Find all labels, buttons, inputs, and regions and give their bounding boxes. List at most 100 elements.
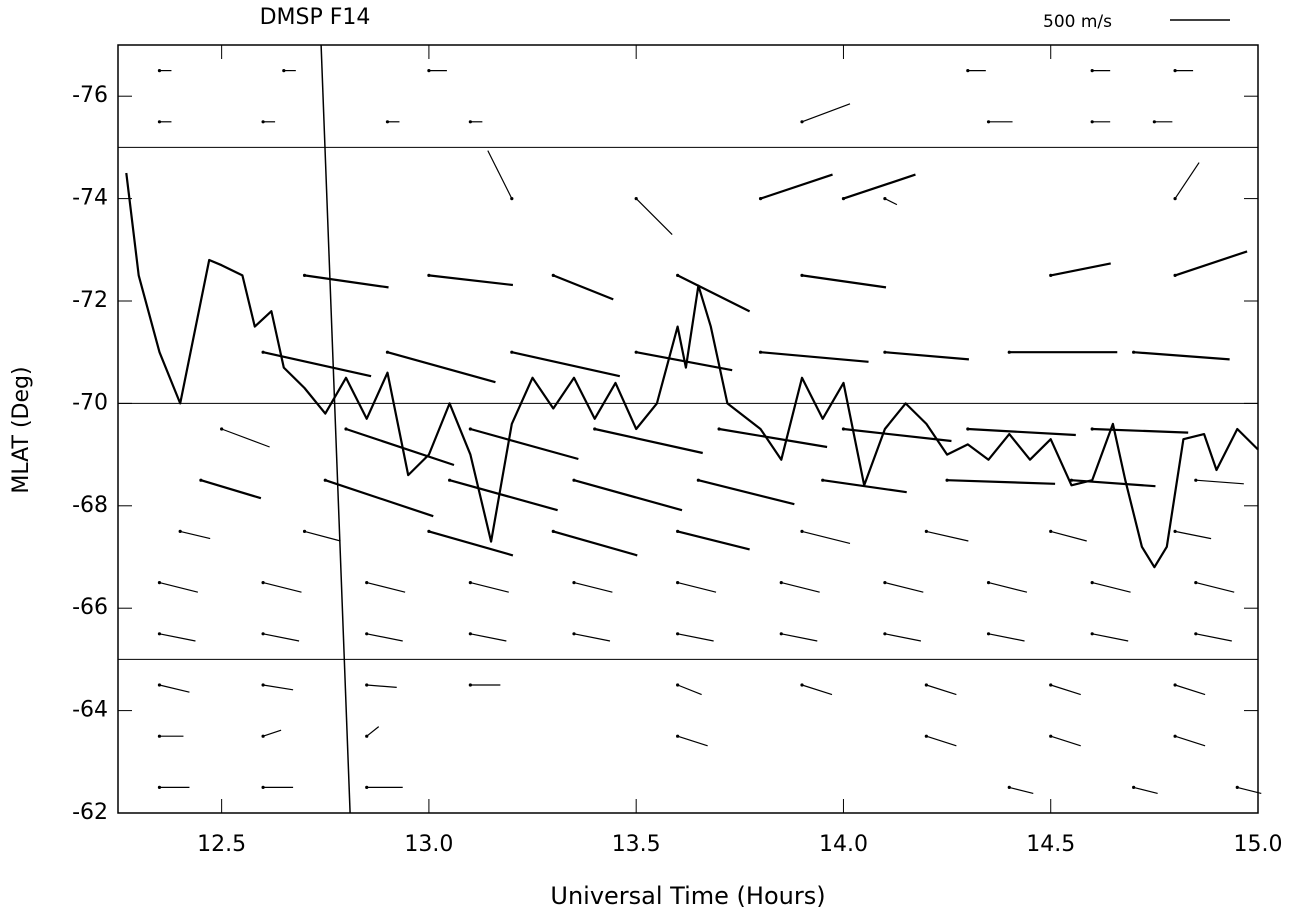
vector-origin (344, 427, 348, 431)
vector-origin (365, 734, 369, 738)
vector-origin (676, 632, 680, 636)
vector (1050, 530, 1087, 542)
vector-origin (593, 427, 597, 431)
vector-origin (1235, 785, 1239, 790)
vector-origin (883, 197, 887, 201)
vector (677, 582, 717, 593)
vector (428, 530, 514, 557)
vector-origin (551, 529, 555, 534)
vector (1195, 479, 1244, 485)
vector (926, 735, 957, 747)
vector (1133, 351, 1230, 361)
y-tick-label: -64 (72, 698, 108, 723)
vector (366, 726, 380, 737)
vector (947, 479, 1056, 485)
vector-origin (1090, 120, 1094, 124)
vector-origin (1173, 683, 1177, 687)
vector (1009, 786, 1034, 794)
vector-origin (1152, 120, 1156, 124)
vector (200, 479, 262, 500)
vector-origin (448, 478, 452, 482)
vector-origin (779, 581, 783, 585)
vector (262, 351, 372, 378)
vector-origin (1090, 581, 1094, 585)
vector-origin (220, 427, 224, 431)
vector-origin (178, 529, 182, 534)
vector (1174, 162, 1200, 199)
vector (449, 479, 558, 512)
vector-origin (883, 350, 887, 354)
vector-origin (1090, 632, 1094, 636)
vector-origin (468, 581, 472, 585)
vector-origin (986, 120, 991, 124)
vector-origin (924, 683, 928, 687)
vector (1174, 684, 1206, 696)
vector (801, 103, 851, 123)
vector-origin (986, 632, 991, 636)
vector (1174, 250, 1248, 277)
vector (262, 633, 300, 642)
vector (677, 530, 750, 551)
vector-origin (800, 120, 804, 124)
vector-origin (261, 581, 265, 585)
vector-origin (924, 529, 928, 534)
vector (304, 274, 389, 289)
vector-origin (261, 120, 265, 124)
vector (1050, 262, 1111, 277)
vector (345, 427, 455, 467)
vector-origin (365, 581, 369, 585)
vector (262, 582, 302, 593)
vector (988, 582, 1028, 593)
vector-origin (427, 273, 431, 277)
vector (1050, 735, 1081, 747)
vector (677, 633, 714, 642)
y-tick-label: -70 (72, 390, 108, 415)
vector-origin (945, 478, 949, 482)
vector-origin (261, 785, 265, 790)
vector (967, 427, 1076, 437)
vector-origin (1049, 529, 1053, 534)
vector (801, 530, 851, 544)
vector-origin (282, 69, 286, 73)
vector-origin (676, 683, 680, 687)
plot-frame (117, 44, 1259, 814)
vector-origin (385, 350, 390, 354)
vector-origin (966, 427, 970, 431)
vector-origin (157, 683, 162, 687)
y-axis-label: MLAT (Deg) (9, 366, 34, 493)
vector-origin (676, 273, 680, 277)
vector-origin (323, 478, 327, 482)
vector-origin (841, 427, 846, 431)
x-tick-label: 15.0 (1234, 832, 1283, 857)
vector (159, 633, 196, 642)
vector-origin (1194, 478, 1198, 482)
vector (635, 198, 673, 236)
vector (1092, 427, 1189, 434)
vector-origin (1132, 785, 1136, 790)
vector (573, 479, 683, 512)
vector (366, 582, 406, 593)
x-tick-label: 13.5 (612, 832, 661, 857)
vector-origin (551, 273, 555, 277)
vector (926, 530, 969, 542)
vector-origin (510, 197, 514, 201)
vector-origin (261, 632, 265, 636)
vector-origin (676, 734, 680, 738)
vector (159, 684, 190, 693)
vector (718, 427, 828, 449)
vector (1195, 633, 1232, 642)
vector-origin (302, 273, 307, 277)
vector-origin (1090, 69, 1094, 73)
vector-origin (427, 529, 431, 534)
vector-origin (157, 120, 162, 124)
vector (573, 582, 613, 593)
vector-origin (468, 120, 472, 124)
vector-origin (572, 581, 576, 585)
vector (470, 427, 579, 461)
vector (1050, 684, 1081, 696)
vector-origin (758, 350, 763, 354)
vector (884, 633, 922, 642)
vector-origin (261, 683, 265, 687)
vector-origin (1049, 273, 1053, 277)
vector-origin (800, 683, 804, 687)
